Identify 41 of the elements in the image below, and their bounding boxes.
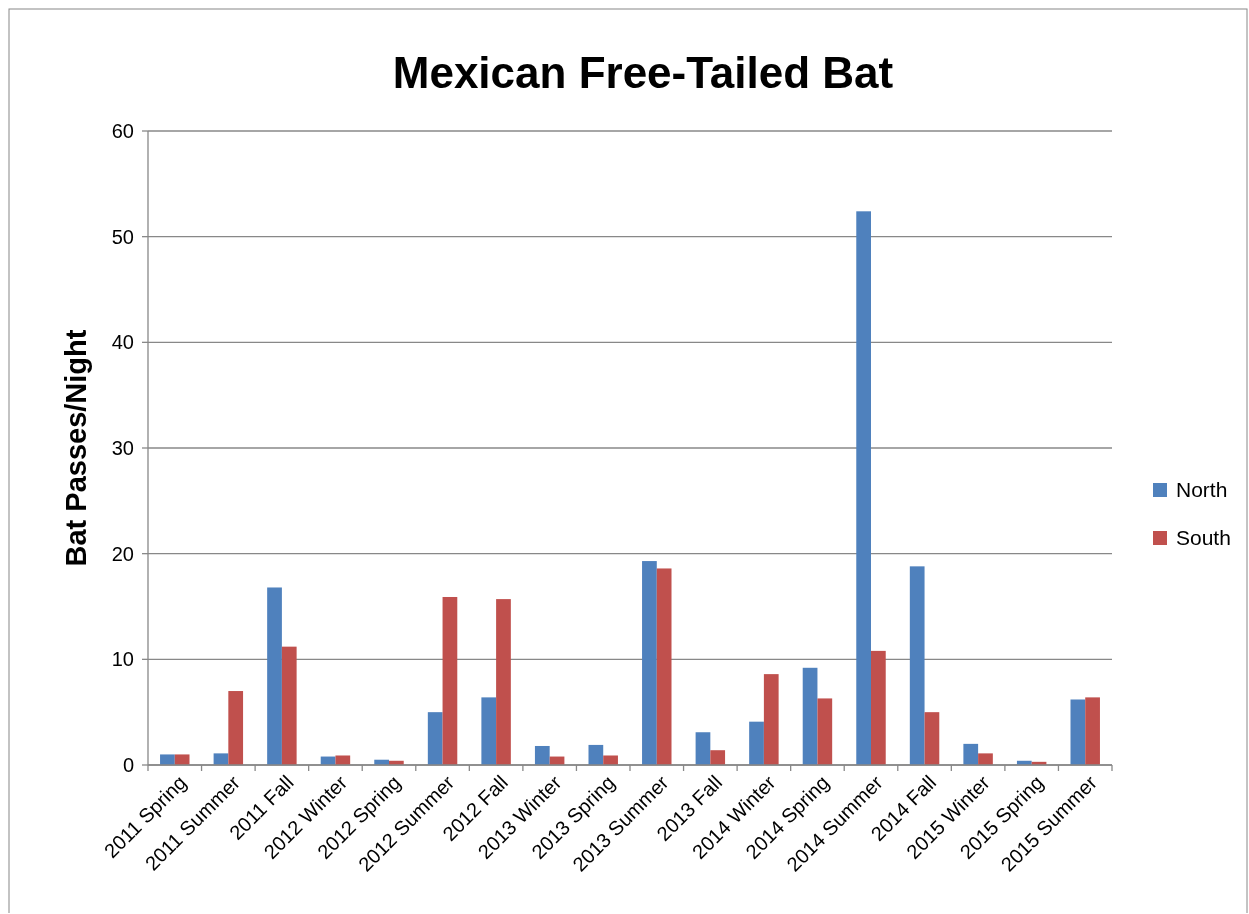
bar [335,755,351,765]
bar [481,697,497,765]
bar [656,568,672,765]
legend-label: North [1176,478,1228,502]
bar [749,721,764,765]
bar [603,755,618,765]
bar [909,566,925,765]
y-tick-label: 30 [111,437,134,459]
y-tick-label: 10 [111,648,134,671]
bar [228,691,244,765]
bar [281,646,297,765]
bar [427,712,443,765]
bar [710,750,726,765]
bar [642,561,657,765]
y-tick-label: 50 [111,225,134,248]
y-tick-label: 20 [111,542,134,565]
bar [160,754,175,765]
chart-title: Mexican Free-Tailed Bat [392,48,894,97]
bar [871,650,886,765]
y-tick-label: 40 [111,331,134,354]
bar [856,211,871,765]
y-tick-label: 0 [122,754,134,776]
bar [174,754,190,765]
bar [1070,699,1086,765]
y-axis-title: Bat Passes/Night [60,329,92,567]
bar [978,753,993,765]
bar [442,596,458,765]
bar [534,745,550,765]
bar [924,712,940,765]
bar [213,753,229,765]
bar [1085,697,1100,765]
bar [267,587,282,765]
bar [496,599,511,765]
y-tick-label: 60 [111,120,134,142]
legend-label: South [1176,526,1231,550]
bar [963,743,979,765]
bar [802,667,818,765]
bar [817,698,833,765]
bar [588,744,604,765]
bar [763,674,779,765]
bar [695,732,711,765]
